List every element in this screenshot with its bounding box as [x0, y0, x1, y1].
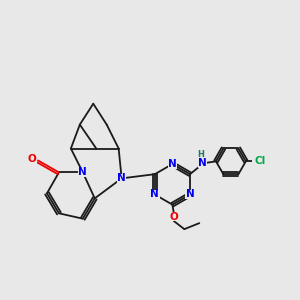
Text: O: O [169, 212, 178, 222]
FancyBboxPatch shape [78, 168, 88, 177]
FancyBboxPatch shape [169, 212, 179, 221]
Text: N: N [78, 167, 87, 177]
FancyBboxPatch shape [168, 159, 177, 169]
Text: N: N [186, 190, 194, 200]
FancyBboxPatch shape [27, 154, 37, 164]
FancyBboxPatch shape [117, 174, 126, 183]
Text: H: H [198, 150, 205, 159]
FancyBboxPatch shape [198, 158, 207, 168]
Text: N: N [150, 190, 159, 200]
Text: O: O [28, 154, 36, 164]
FancyBboxPatch shape [252, 157, 268, 166]
Text: N: N [198, 158, 207, 168]
FancyBboxPatch shape [185, 190, 195, 199]
Text: N: N [168, 159, 177, 169]
Text: Cl: Cl [254, 156, 266, 166]
FancyBboxPatch shape [196, 150, 206, 159]
FancyBboxPatch shape [150, 190, 160, 199]
Text: N: N [117, 173, 126, 183]
